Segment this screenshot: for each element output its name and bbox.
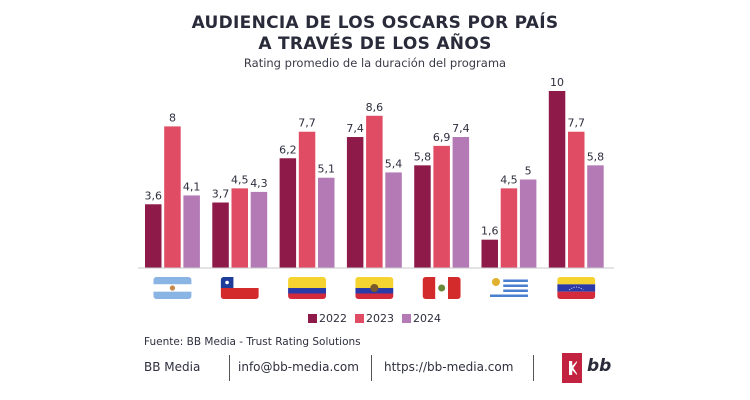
bar-chart: 3,684,13,74,5 4,36,27,75,17,48,65,45,86,9… <box>138 76 614 299</box>
legend-swatch-2022 <box>308 314 317 323</box>
data-label-venezuela-2023: 7,7 <box>568 117 586 130</box>
bar-group-colombia: 6,27,7 5,1 <box>279 117 335 268</box>
footer-website-link[interactable]: https://bb-media.com <box>384 360 514 374</box>
footer-divider <box>229 355 230 381</box>
bar-group-uruguay: 1,6 4,5 5 <box>481 165 537 268</box>
bar-uruguay-2023 <box>500 188 518 268</box>
data-label-venezuela-2022: 10 <box>550 76 564 89</box>
legend-label-2023: 2023 <box>366 312 394 325</box>
data-label-ecuador-2022: 7,4 <box>346 122 364 135</box>
data-label-perú-2024: 7,4 <box>452 122 470 135</box>
bar-group-perú: 5,86,97,4 <box>414 122 470 268</box>
bar-colombia-2023 <box>298 131 316 268</box>
bar-group-argentina: 3,6 8 4,1 <box>145 111 201 269</box>
data-label-colombia-2024: 5,1 <box>318 163 336 176</box>
data-label-perú-2022: 5,8 <box>414 150 432 163</box>
bar-colombia-2022 <box>279 158 297 268</box>
footer-email-link[interactable]: info@bb-media.com <box>238 360 359 374</box>
data-label-colombia-2023: 7,7 <box>298 117 316 130</box>
legend-label-2022: 2022 <box>319 312 347 325</box>
data-label-uruguay-2024: 5 <box>525 165 532 178</box>
bar-chile-2022 <box>212 202 229 268</box>
flag-uruguay-icon <box>489 277 528 299</box>
chart-title-line2: A TRAVÉS DE LOS AÑOS <box>258 34 492 54</box>
flag-colombia-icon <box>288 277 327 299</box>
bar-perú-2024 <box>452 137 470 268</box>
bar-group-venezuela: 10 7,7 5,8 <box>548 76 605 268</box>
data-label-colombia-2022: 6,2 <box>279 143 297 156</box>
bar-venezuela-2024 <box>587 165 604 268</box>
flag-peru-icon <box>422 277 461 299</box>
legend-item-2022: 2022 <box>308 312 347 325</box>
footer-company: BB Media <box>144 360 201 374</box>
bar-colombia-2024 <box>318 177 335 268</box>
data-label-argentina-2024: 4,1 <box>183 180 201 193</box>
legend-swatch-2023 <box>355 314 364 323</box>
bar-argentina-2022 <box>145 204 162 268</box>
flag-ecuador-icon <box>355 277 394 299</box>
bar-perú-2023 <box>433 145 450 268</box>
bar-perú-2022 <box>414 165 431 268</box>
bar-ecuador-2024 <box>385 172 402 268</box>
data-label-chile-2024: 4,3 <box>250 177 268 190</box>
flag-venezuela-icon <box>557 277 596 299</box>
legend-item-2024: 2024 <box>402 312 441 325</box>
bar-chile-2024 <box>250 191 268 268</box>
data-label-argentina-2022: 3,6 <box>145 189 163 202</box>
bar-group-chile: 3,74,5 4,3 <box>212 173 268 268</box>
chart-subtitle: Rating promedio de la duración del progr… <box>243 56 507 70</box>
data-label-venezuela-2024: 5,8 <box>587 150 605 163</box>
data-label-perú-2023: 6,9 <box>433 131 451 144</box>
bar-venezuela-2023 <box>568 131 585 268</box>
bar-venezuela-2022 <box>548 91 566 268</box>
legend: 2022 2023 2024 <box>308 312 441 325</box>
bar-uruguay-2024 <box>519 179 537 268</box>
bb-media-logo-icon <box>562 353 582 383</box>
flag-chile-icon <box>220 277 259 299</box>
footer-divider <box>533 355 534 381</box>
data-label-ecuador-2023: 8,6 <box>366 101 384 114</box>
bar-ecuador-2022 <box>346 137 364 268</box>
source-note: Fuente: BB Media - Trust Rating Solution… <box>144 336 361 348</box>
bar-chile-2023 <box>231 188 248 268</box>
bar-uruguay-2022 <box>481 239 498 268</box>
bar-ecuador-2023 <box>366 115 383 268</box>
bar-argentina-2024 <box>183 195 200 268</box>
bb-media-logo-text: bb <box>587 356 612 376</box>
chart-title-line1: AUDIENCIA DE LOS OSCARS POR PAÍS <box>191 13 559 33</box>
bar-group-ecuador: 7,48,6 5,4 <box>346 101 402 268</box>
legend-item-2023: 2023 <box>355 312 394 325</box>
data-label-ecuador-2024: 5,4 <box>385 157 403 170</box>
data-label-chile-2023: 4,5 <box>231 173 249 186</box>
data-label-chile-2022: 3,7 <box>212 188 230 201</box>
legend-label-2024: 2024 <box>413 312 441 325</box>
data-label-argentina-2023: 8 <box>169 111 176 124</box>
bar-argentina-2023 <box>164 126 181 269</box>
legend-swatch-2024 <box>402 314 411 323</box>
data-label-uruguay-2023: 4,5 <box>500 173 518 186</box>
data-label-uruguay-2022: 1,6 <box>481 225 499 238</box>
flag-argentina-icon <box>153 277 192 299</box>
footer-divider <box>371 355 372 381</box>
